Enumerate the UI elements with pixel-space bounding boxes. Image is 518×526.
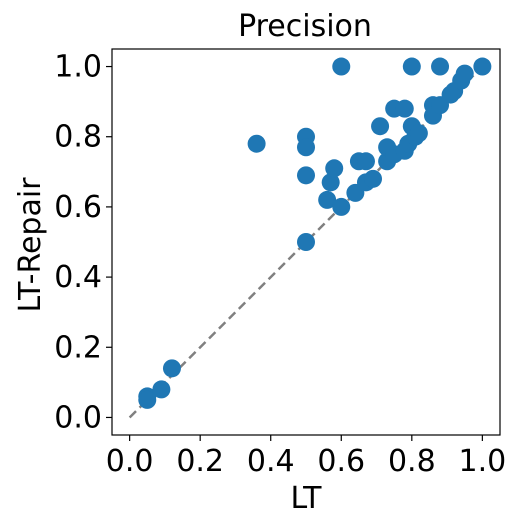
data-point — [332, 57, 351, 76]
diagonal-reference-line — [128, 65, 484, 419]
data-point — [297, 138, 315, 157]
data-point — [138, 390, 157, 409]
data-point — [297, 233, 315, 251]
x-tick-label: 1.0 — [459, 444, 507, 479]
y-tick-label: 0.0 — [54, 400, 102, 435]
data-point — [395, 99, 414, 118]
y-tick-label: 0.4 — [54, 260, 102, 295]
data-point — [409, 124, 428, 143]
data-point — [297, 166, 315, 185]
data-point — [325, 159, 344, 178]
x-tick-label: 0.0 — [106, 444, 154, 479]
data-point — [356, 152, 375, 171]
x-tick-label: 0.6 — [317, 444, 365, 479]
x-tick-label: 0.2 — [176, 444, 224, 479]
data-point — [431, 57, 450, 76]
y-tick-label: 0.2 — [54, 330, 102, 365]
y-axis: 0.0 0.2 0.4 0.6 0.8 1.0 — [54, 50, 112, 435]
plot-frame — [111, 48, 501, 436]
data-point — [455, 64, 474, 83]
data-point — [321, 173, 340, 192]
y-tick-label: 0.8 — [54, 120, 102, 155]
data-point — [402, 57, 421, 76]
y-tick-label: 1.0 — [54, 50, 102, 85]
x-tick-label: 0.8 — [388, 444, 436, 479]
data-point — [473, 57, 492, 76]
data-point — [364, 169, 383, 188]
y-axis-label: LT-Repair — [13, 177, 48, 313]
data-point — [152, 380, 171, 399]
y-tick-label: 0.6 — [54, 190, 102, 225]
x-axis-label: LT — [291, 481, 323, 516]
data-point — [318, 190, 337, 209]
data-point — [162, 359, 181, 378]
data-point — [247, 134, 266, 153]
plot-area — [128, 57, 492, 419]
x-axis: 0.0 0.2 0.4 0.6 0.8 1.0 — [106, 435, 506, 479]
data-point — [332, 197, 351, 216]
data-point — [371, 117, 390, 136]
x-tick-label: 0.4 — [247, 444, 295, 479]
chart-title: Precision — [238, 9, 372, 44]
